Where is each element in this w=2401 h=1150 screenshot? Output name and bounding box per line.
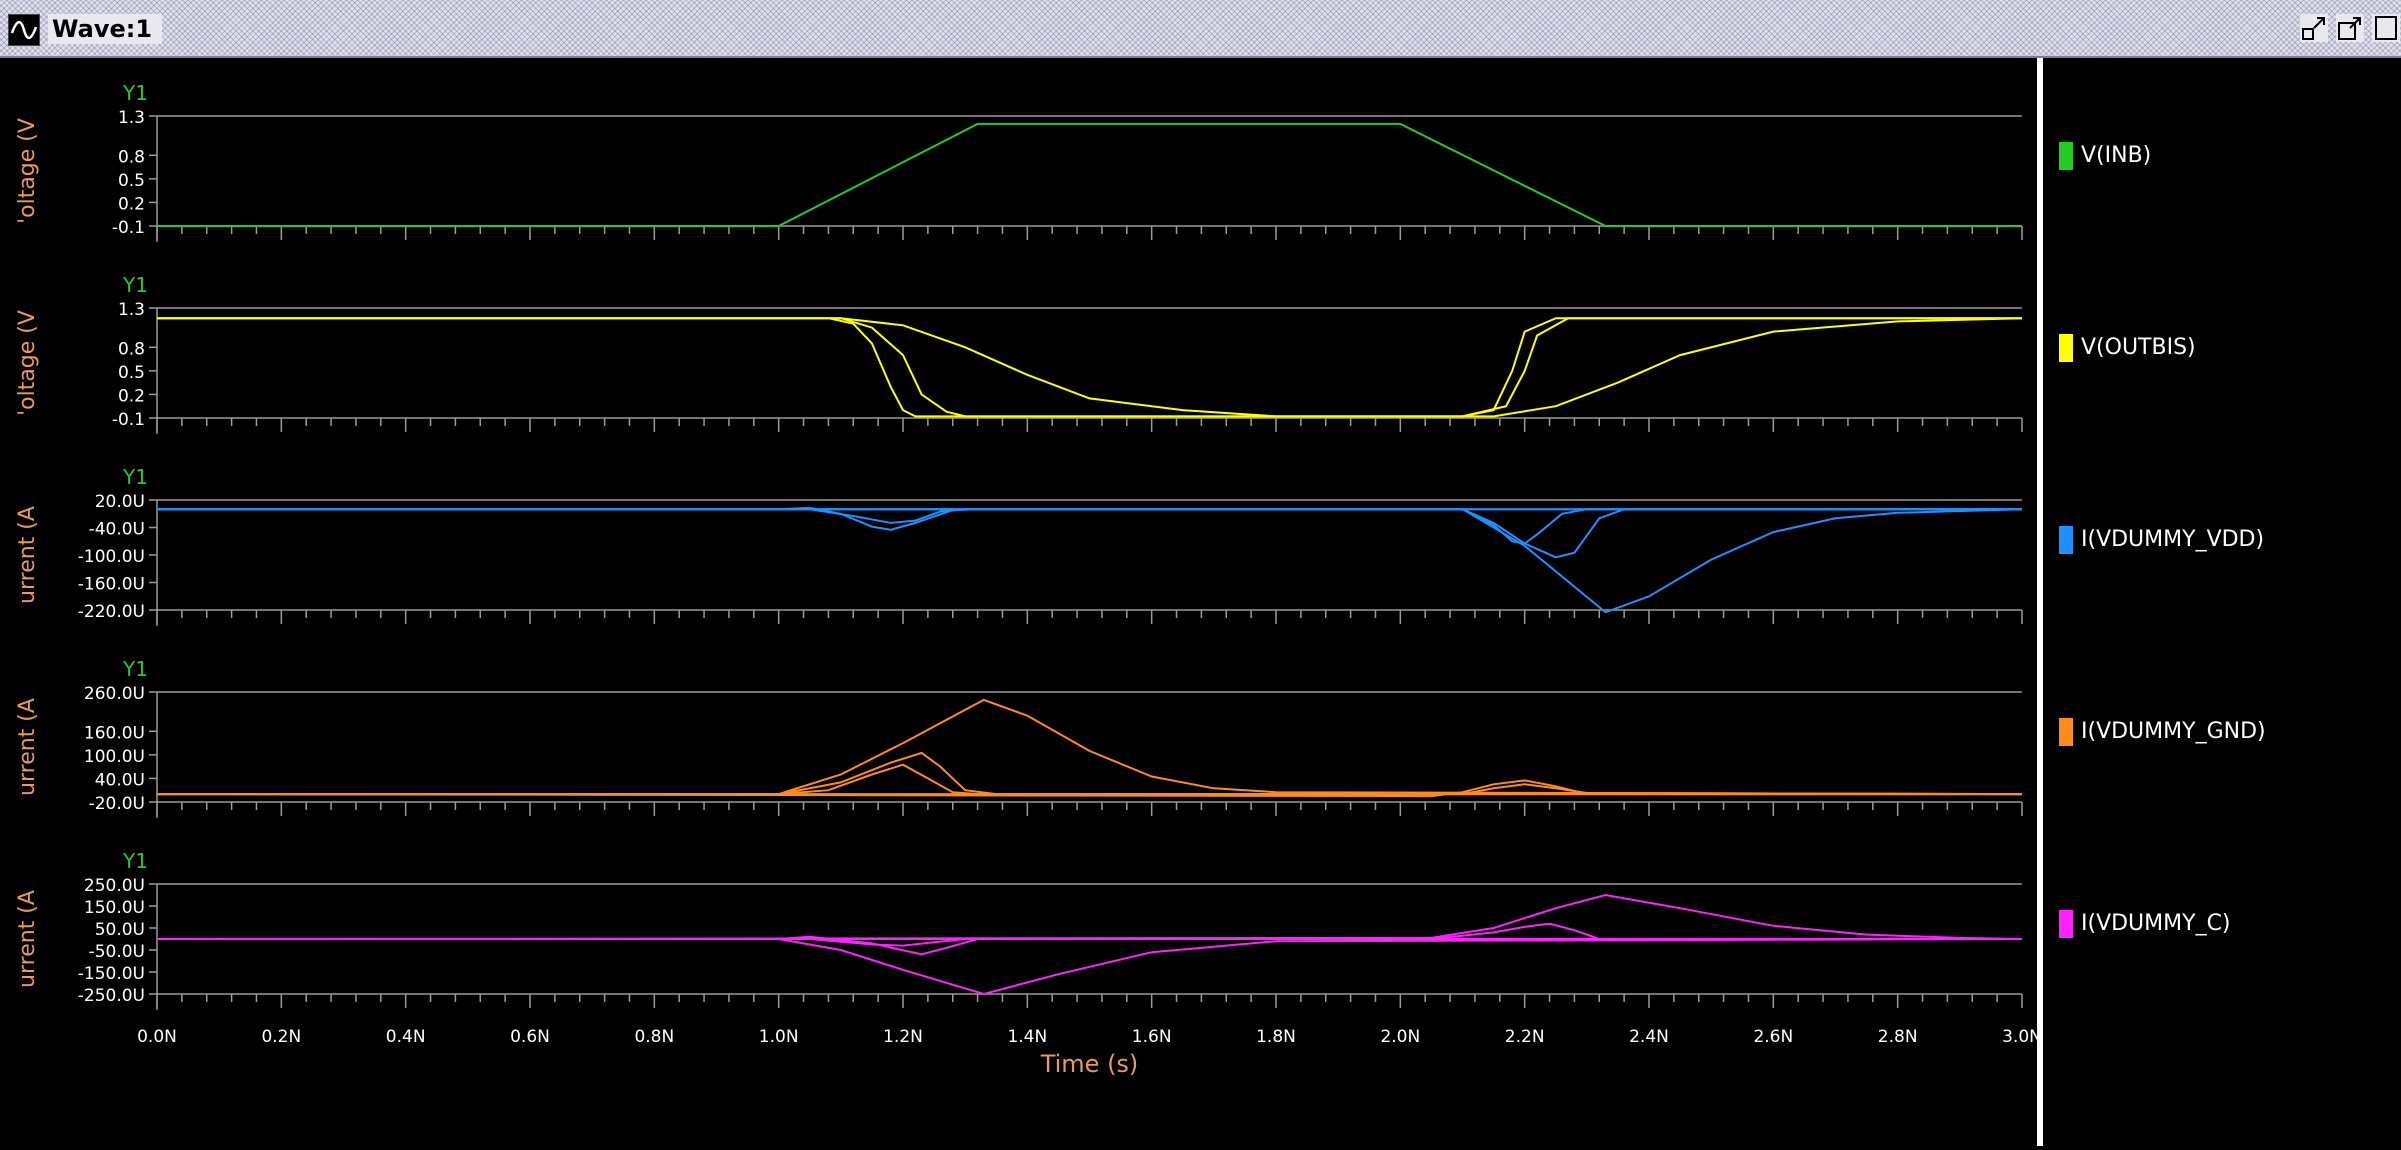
y-tick-label: 0.5 xyxy=(118,363,145,383)
x-tick-label: 2.2N xyxy=(1505,1027,1545,1047)
y-tick-label: 1.3 xyxy=(118,300,145,320)
y-tick-label: 0.8 xyxy=(118,147,145,167)
waveform-trace xyxy=(157,751,2022,796)
x-tick-label: 0.8N xyxy=(634,1027,674,1047)
legend-swatch xyxy=(2059,526,2073,554)
waveform-panel xyxy=(149,691,2023,818)
maximize-icon[interactable] xyxy=(2336,14,2364,42)
waveform-trace xyxy=(157,508,2023,614)
x-tick-label: 2.0N xyxy=(1380,1027,1420,1047)
x-tick-label: 1.8N xyxy=(1256,1027,1296,1047)
waveform-trace xyxy=(156,893,2023,940)
x-tick-label: 0.0N xyxy=(137,1027,177,1047)
y-tick-label: -0.1 xyxy=(112,410,145,430)
waveform-panel xyxy=(149,883,2023,1010)
y-tick-label: 50.0U xyxy=(95,920,145,940)
y-tick-label: -250.0U xyxy=(78,986,145,1006)
y-tick-label: 0.2 xyxy=(118,194,145,214)
y-tick-label: 20.0U xyxy=(95,492,145,512)
waveform-trace xyxy=(157,922,2022,940)
x-tick-label: 3.0N xyxy=(2002,1027,2037,1047)
x-tick-label: 2.8N xyxy=(1878,1027,1918,1047)
y-axis-label: urrent (A xyxy=(15,506,40,604)
restore-icon[interactable] xyxy=(2300,14,2328,42)
x-tick-label: 0.4N xyxy=(386,1027,426,1047)
x-tick-label: 1.4N xyxy=(1007,1027,1047,1047)
x-tick-label: 1.0N xyxy=(759,1027,799,1047)
waveform-panel xyxy=(149,115,2023,242)
x-tick-label: 0.6N xyxy=(510,1027,550,1047)
waveform-trace xyxy=(157,317,2022,418)
waveform-trace xyxy=(157,508,2022,559)
y-axis-name: Y1 xyxy=(122,657,148,681)
waveform-trace xyxy=(157,317,2022,418)
y-tick-label: -220.0U xyxy=(78,602,145,622)
waveform-trace xyxy=(157,122,2022,227)
legend-label: I(VDUMMY_VDD) xyxy=(2081,527,2265,552)
y-tick-label: 0.5 xyxy=(118,171,145,191)
waveform-trace xyxy=(157,763,2022,796)
waveform-plot-area[interactable]: Y1 'oltage (V -0.1 0.2 0.5 0.8 1.3 Y1 'oltage (V… xyxy=(0,58,2042,1146)
sidebar-divider[interactable] xyxy=(2037,58,2043,1146)
y-tick-label: 100.0U xyxy=(84,747,145,767)
y-tick-label: -50.0U xyxy=(89,942,145,962)
y-axis-name: Y1 xyxy=(122,273,148,297)
legend-label: V(OUTBIS) xyxy=(2081,335,2196,360)
y-tick-label: 260.0U xyxy=(84,684,145,704)
x-tick-label: 2.4N xyxy=(1629,1027,1669,1047)
waveform-trace xyxy=(157,317,2023,418)
y-tick-label: -40.0U xyxy=(89,520,145,540)
legend-label: I(VDUMMY_GND) xyxy=(2081,719,2266,744)
waveform-icon[interactable] xyxy=(8,14,40,46)
y-axis-name: Y1 xyxy=(122,849,148,873)
waveform-panel xyxy=(149,499,2023,626)
y-tick-label: -100.0U xyxy=(78,547,145,567)
close-icon[interactable] xyxy=(2372,14,2400,42)
y-axis-name: Y1 xyxy=(122,465,148,489)
y-axis-name: Y1 xyxy=(122,81,148,105)
waveform-trace xyxy=(157,783,2023,796)
x-tick-label: 0.2N xyxy=(261,1027,301,1047)
y-tick-label: -160.0U xyxy=(78,575,145,595)
y-tick-label: -150.0U xyxy=(78,964,145,984)
y-tick-label: 250.0U xyxy=(84,876,145,896)
x-tick-label: 1.6N xyxy=(1132,1027,1172,1047)
y-tick-label: 0.2 xyxy=(118,386,145,406)
waveform-plots: Y1 'oltage (V -0.1 0.2 0.5 0.8 1.3 Y1 'oltage (V… xyxy=(15,81,2042,1078)
legend-label: V(INB) xyxy=(2081,143,2152,168)
x-axis-label: Time (s) xyxy=(1040,1050,1139,1078)
signal-legend: V(INB) V(OUTBIS) I(VDUMMY_VDD) I(VDUMMY_… xyxy=(2043,58,2401,1146)
x-tick-label: 2.6N xyxy=(1753,1027,1793,1047)
window-titlebar: Wave:1 xyxy=(0,0,2401,58)
legend-swatch xyxy=(2059,910,2073,938)
waveform-panel xyxy=(149,307,2023,434)
y-axis-label: urrent (A xyxy=(15,698,40,796)
legend-swatch xyxy=(2059,334,2073,362)
legend-label: I(VDUMMY_C) xyxy=(2081,911,2231,936)
y-tick-label: 0.8 xyxy=(118,339,145,359)
y-tick-label: 150.0U xyxy=(84,898,145,918)
y-tick-label: 1.3 xyxy=(118,108,145,128)
window-title: Wave:1 xyxy=(48,14,163,44)
x-tick-label: 1.2N xyxy=(883,1027,923,1047)
y-axis-label: 'oltage (V xyxy=(15,118,40,224)
legend-swatch xyxy=(2059,142,2073,170)
waveform-trace xyxy=(157,508,2022,545)
waveform-trace xyxy=(157,938,2023,996)
y-axis-label: 'oltage (V xyxy=(15,310,40,416)
y-tick-label: -20.0U xyxy=(89,794,145,814)
legend-swatch xyxy=(2059,718,2073,746)
waveform-trace xyxy=(157,698,2023,796)
y-tick-label: -0.1 xyxy=(112,218,145,238)
y-axis-label: urrent (A xyxy=(15,890,40,988)
y-tick-label: 160.0U xyxy=(84,723,145,743)
waveform-trace xyxy=(157,508,2022,524)
waveform-trace xyxy=(157,506,2022,531)
y-tick-label: 40.0U xyxy=(95,770,145,790)
